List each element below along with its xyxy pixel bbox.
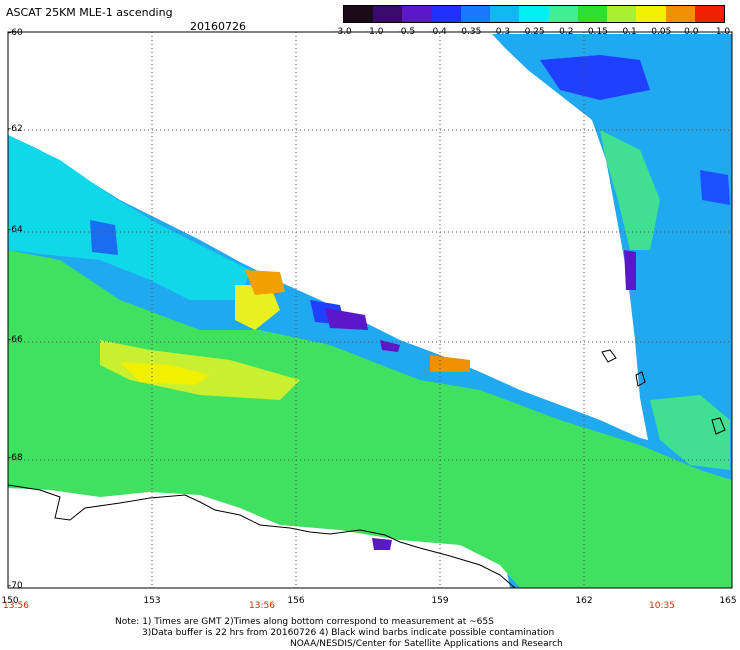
colorbar-swatch — [490, 6, 520, 22]
swath-orange-2 — [430, 355, 470, 372]
colorbar-swatch — [548, 6, 578, 22]
swath-blue-4 — [540, 55, 650, 100]
time-label-2: 13:56 — [249, 601, 275, 611]
swath-yellow-2 — [120, 362, 210, 385]
lat-label-66: -66 — [8, 335, 23, 345]
swath-green-east-2 — [650, 395, 730, 470]
plot-frame — [7, 31, 733, 589]
coastline — [7, 484, 516, 589]
lon-label-150: 150 — [1, 596, 19, 606]
time-label-3: 10:35 — [649, 601, 675, 611]
swath-yellow-1 — [100, 340, 300, 400]
lon-label-156: 156 — [287, 596, 305, 606]
colorbar — [343, 5, 725, 23]
swath-purple-4 — [624, 250, 636, 290]
lat-label-68: -68 — [8, 453, 23, 463]
lon-label-165: 165 — [719, 596, 737, 606]
note-line-3: NOAA/NESDIS/Center for Satellite Applica… — [290, 639, 563, 649]
colorbar-swatch — [577, 6, 608, 22]
colorbar-swatch — [636, 6, 666, 22]
note-line-2: 3)Data buffer is 22 hrs from 20160726 4)… — [142, 628, 555, 638]
lat-label-60: -60 — [8, 28, 23, 38]
colorbar-swatch — [519, 6, 549, 22]
colorbar-swatch — [607, 6, 637, 22]
lat-label-64: -64 — [8, 225, 23, 235]
note-line-1: Note: 1) Times are GMT 2)Times along bot… — [115, 617, 494, 627]
lon-label-162: 162 — [575, 596, 593, 606]
swath-purple-3 — [372, 538, 392, 550]
colorbar-swatch — [431, 6, 461, 22]
island-1 — [601, 349, 617, 363]
lon-label-153: 153 — [143, 596, 161, 606]
island-2 — [635, 371, 646, 387]
swath-yellow-3 — [235, 285, 280, 330]
product-date: 20160726 — [190, 20, 246, 33]
swath-blue-3 — [700, 170, 730, 205]
lat-label-62: -62 — [8, 124, 23, 134]
swath-west-cyan — [8, 135, 250, 300]
product-title: ASCAT 25KM MLE-1 ascending — [6, 6, 173, 19]
colorbar-swatch — [402, 6, 432, 22]
time-label-1: 13:56 — [3, 601, 29, 611]
colorbar-swatch — [665, 6, 695, 22]
swath-blue-1 — [90, 220, 118, 255]
colorbar-swatch — [694, 6, 725, 22]
grid — [8, 32, 732, 588]
colorbar-swatch — [460, 6, 491, 22]
island-3 — [711, 417, 726, 435]
lon-label-159: 159 — [431, 596, 449, 606]
swath-purple-1 — [325, 308, 368, 330]
colorbar-swatch — [344, 6, 374, 22]
swath-west-green — [8, 250, 732, 588]
swath-orange-1 — [245, 270, 285, 295]
swath-data — [8, 34, 732, 588]
swath-purple-2 — [380, 340, 400, 352]
colorbar-swatch — [373, 6, 403, 22]
swath-green-east — [600, 130, 660, 250]
lat-label-70: -70 — [8, 581, 23, 591]
